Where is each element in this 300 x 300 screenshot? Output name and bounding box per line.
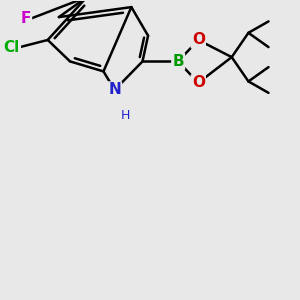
Text: O: O — [192, 75, 205, 90]
Text: F: F — [21, 11, 31, 26]
Text: H: H — [120, 109, 130, 122]
Text: B: B — [172, 54, 184, 69]
Text: Cl: Cl — [4, 40, 20, 55]
Text: N: N — [108, 82, 121, 98]
Text: O: O — [192, 32, 205, 47]
